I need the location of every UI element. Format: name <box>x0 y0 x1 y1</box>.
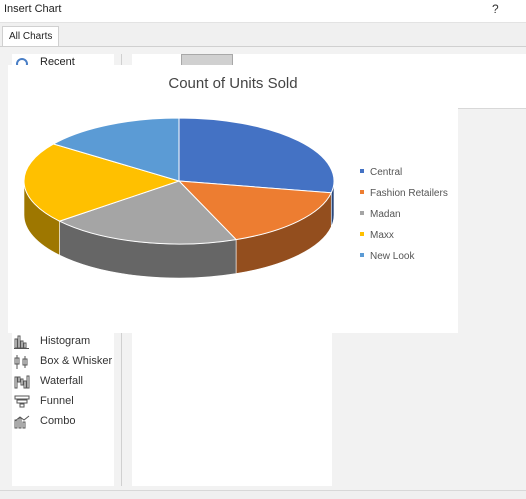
help-button[interactable]: ? <box>492 2 499 16</box>
pie-slice-new-look <box>52 117 180 182</box>
sidebar-item-label: Box & Whisker <box>40 355 113 367</box>
legend-label: New Look <box>370 251 415 262</box>
chart-preview-popup: Count of Units Sold Central Fashion Retai… <box>8 65 458 333</box>
legend-swatch <box>360 211 364 216</box>
pie-slice-maxx <box>23 143 181 222</box>
sidebar-item-histogram[interactable]: Histogram <box>14 333 124 351</box>
combo-icon <box>14 415 30 429</box>
legend-swatch <box>360 169 364 174</box>
chart-legend: Central Fashion Retailers Madan Maxx New Loo… <box>360 166 458 271</box>
tab-strip: All Charts <box>0 26 526 46</box>
legend-swatch <box>360 253 364 258</box>
dialog-footer <box>0 490 526 499</box>
pie-slice-fashion-retailers <box>177 180 333 241</box>
waterfall-icon <box>14 375 30 389</box>
sidebar-item-combo[interactable]: Combo <box>14 413 124 431</box>
legend-item: New Look <box>360 250 458 271</box>
sidebar-item-funnel[interactable]: Funnel <box>14 393 124 411</box>
pie-slice-madan <box>58 180 238 245</box>
legend-item: Madan <box>360 208 458 229</box>
pie-top <box>23 117 335 245</box>
pie-chart <box>23 117 335 279</box>
box-whisker-icon <box>14 355 28 369</box>
legend-swatch <box>360 190 364 195</box>
legend-label: Madan <box>370 209 401 220</box>
window-title: Insert Chart <box>4 3 62 15</box>
histogram-icon <box>14 335 29 349</box>
legend-item: Fashion Retailers <box>360 187 458 208</box>
legend-item: Maxx <box>360 229 458 250</box>
title-bar: Insert Chart ? <box>0 0 526 23</box>
legend-label: Fashion Retailers <box>370 188 448 199</box>
pie-sides <box>23 180 335 279</box>
sidebar-item-waterfall[interactable]: Waterfall <box>14 373 124 391</box>
funnel-icon <box>14 395 30 408</box>
legend-label: Central <box>370 167 403 178</box>
sidebar-item-label: Histogram <box>40 335 91 347</box>
pie-slice-central <box>178 117 335 194</box>
sidebar-item-label: Waterfall <box>40 375 83 387</box>
sidebar-item-box-whisker[interactable]: Box & Whisker <box>14 353 124 371</box>
legend-item: Central <box>360 166 458 187</box>
legend-label: Maxx <box>370 230 394 241</box>
legend-swatch <box>360 232 364 237</box>
sidebar-item-label: Funnel <box>40 395 74 407</box>
tab-all-charts[interactable]: All Charts <box>2 26 60 46</box>
chart-title: Count of Units Sold <box>168 75 298 92</box>
sidebar-item-label: Combo <box>40 415 76 427</box>
